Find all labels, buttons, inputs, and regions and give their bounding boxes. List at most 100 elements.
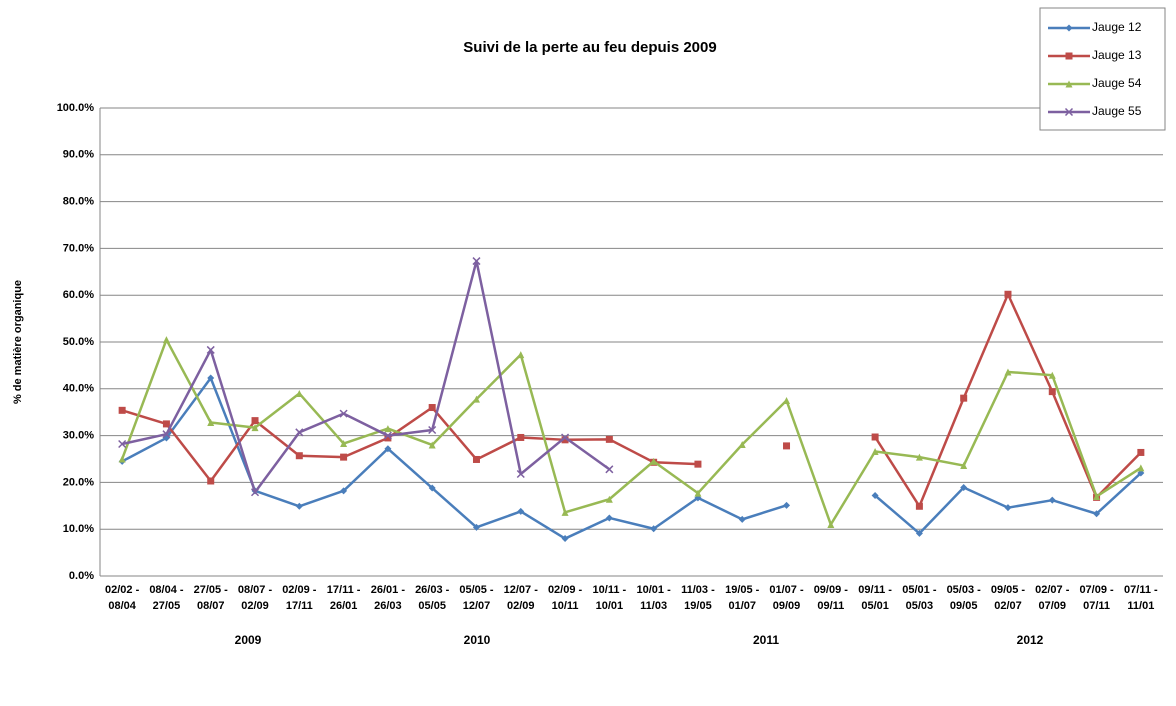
- marker: [516, 469, 525, 479]
- marker: [472, 395, 480, 403]
- marker: [694, 489, 702, 497]
- x-tick-line: 02/07 -: [1035, 584, 1070, 596]
- x-tick-line: 27/05 -: [194, 584, 229, 596]
- marker: [428, 441, 436, 449]
- marker: [384, 434, 392, 442]
- x-tick-label: 01/07 - 09/09: [769, 584, 804, 612]
- x-tick-line: 11/03: [640, 600, 667, 612]
- marker: [605, 435, 613, 443]
- marker: [250, 488, 260, 497]
- marker: [206, 345, 215, 354]
- marker: [118, 406, 126, 414]
- x-tick-line: 19/05: [684, 600, 712, 612]
- y-tick-label: 70.0%: [63, 242, 94, 254]
- x-tick-line: 10/11: [552, 600, 579, 612]
- x-tick-line: 07/09: [1039, 600, 1067, 612]
- series-line: [120, 338, 1142, 526]
- x-tick-label: 05/03 - 09/05: [947, 584, 982, 612]
- x-tick-line: 11/03 -: [681, 584, 715, 596]
- marker: [605, 495, 613, 503]
- x-tick-label: 08/07 - 02/09: [238, 584, 273, 612]
- x-tick-line: 02/09: [507, 600, 535, 612]
- y-axis-label: % de matière organique: [12, 280, 24, 404]
- marker: [1137, 464, 1145, 472]
- y-tick-label: 100.0%: [57, 102, 95, 114]
- marker: [162, 430, 171, 439]
- x-tick-line: 09/05: [950, 600, 978, 612]
- x-tick-label: 05/05 - 12/07: [459, 584, 494, 612]
- y-tick-label: 30.0%: [63, 430, 94, 442]
- marker: [207, 374, 215, 382]
- marker: [783, 442, 791, 450]
- marker: [517, 433, 525, 441]
- x-tick-line: 05/03 -: [947, 584, 982, 596]
- marker: [472, 455, 480, 463]
- y-tick-label: 80.0%: [63, 196, 94, 208]
- x-tick-label: 07/11 - 11/01: [1124, 584, 1158, 612]
- marker: [694, 460, 702, 468]
- marker: [118, 439, 127, 449]
- marker: [1065, 52, 1073, 60]
- x-tick-line: 11/01: [1127, 600, 1154, 612]
- marker: [295, 428, 304, 437]
- x-tick-label: 08/04 - 27/05: [149, 584, 184, 612]
- series-line: [121, 259, 611, 494]
- series-line: [121, 376, 1142, 540]
- marker: [1065, 24, 1073, 32]
- marker: [295, 502, 303, 510]
- marker: [1048, 388, 1056, 396]
- x-tick-label: 02/09 - 10/11: [548, 584, 583, 612]
- x-group-label: 2011: [753, 633, 779, 647]
- marker: [251, 417, 259, 425]
- marker: [960, 484, 968, 492]
- y-tick-label: 60.0%: [63, 289, 94, 301]
- marker: [295, 452, 303, 460]
- marker: [605, 465, 614, 474]
- y-tick-label: 20.0%: [63, 476, 94, 488]
- marker: [738, 515, 746, 523]
- marker: [517, 351, 525, 359]
- marker: [383, 431, 392, 440]
- marker: [340, 487, 348, 495]
- x-tick-line: 08/04 -: [149, 584, 184, 596]
- x-tick-label: 12/07 - 02/09: [504, 584, 539, 612]
- y-tick-label: 50.0%: [63, 336, 94, 348]
- x-tick-label: 09/05 - 02/07: [991, 584, 1026, 612]
- marker: [738, 440, 746, 448]
- marker: [428, 484, 436, 492]
- marker: [384, 445, 392, 453]
- legend: Jauge 12 Jauge 13 Jauge 54 Jauge 55: [1039, 7, 1166, 131]
- x-group-label: 2012: [1017, 633, 1044, 647]
- x-tick-line: 09/09: [773, 600, 801, 612]
- marker: [1048, 496, 1056, 504]
- marker: [340, 453, 348, 461]
- x-tick-label: 26/03 - 05/05: [415, 584, 450, 612]
- x-tick-line: 26/01 -: [371, 584, 406, 596]
- marker: [207, 418, 215, 426]
- marker: [871, 492, 879, 500]
- marker: [340, 440, 348, 448]
- marker: [650, 525, 658, 533]
- x-tick-line: 02/07: [994, 600, 1022, 612]
- x-tick-label: 05/01 - 05/03: [902, 584, 937, 612]
- x-tick-line: 01/07 -: [769, 584, 804, 596]
- marker: [871, 433, 879, 441]
- marker: [339, 409, 348, 418]
- chart-title: Suivi de la perte au feu depuis 2009: [463, 39, 716, 56]
- x-tick-line: 10/01: [596, 600, 624, 612]
- legend-label: Jauge 13: [1092, 48, 1142, 62]
- marker: [428, 404, 436, 412]
- marker: [605, 514, 613, 522]
- x-tick-line: 08/07: [197, 600, 225, 612]
- x-tick-label: 11/03 - 19/05: [681, 584, 715, 612]
- marker: [384, 425, 392, 433]
- x-tick-line: 17/11: [286, 600, 313, 612]
- x-tick-line: 08/04: [108, 600, 136, 612]
- marker: [472, 523, 480, 531]
- y-tick-label: 0.0%: [69, 570, 94, 582]
- series-line: [121, 293, 1142, 508]
- x-tick-line: 09/09 -: [814, 584, 849, 596]
- x-tick-label: 19/05 - 01/07: [725, 584, 760, 612]
- marker: [783, 501, 791, 509]
- legend-label: Jauge 12: [1092, 20, 1142, 34]
